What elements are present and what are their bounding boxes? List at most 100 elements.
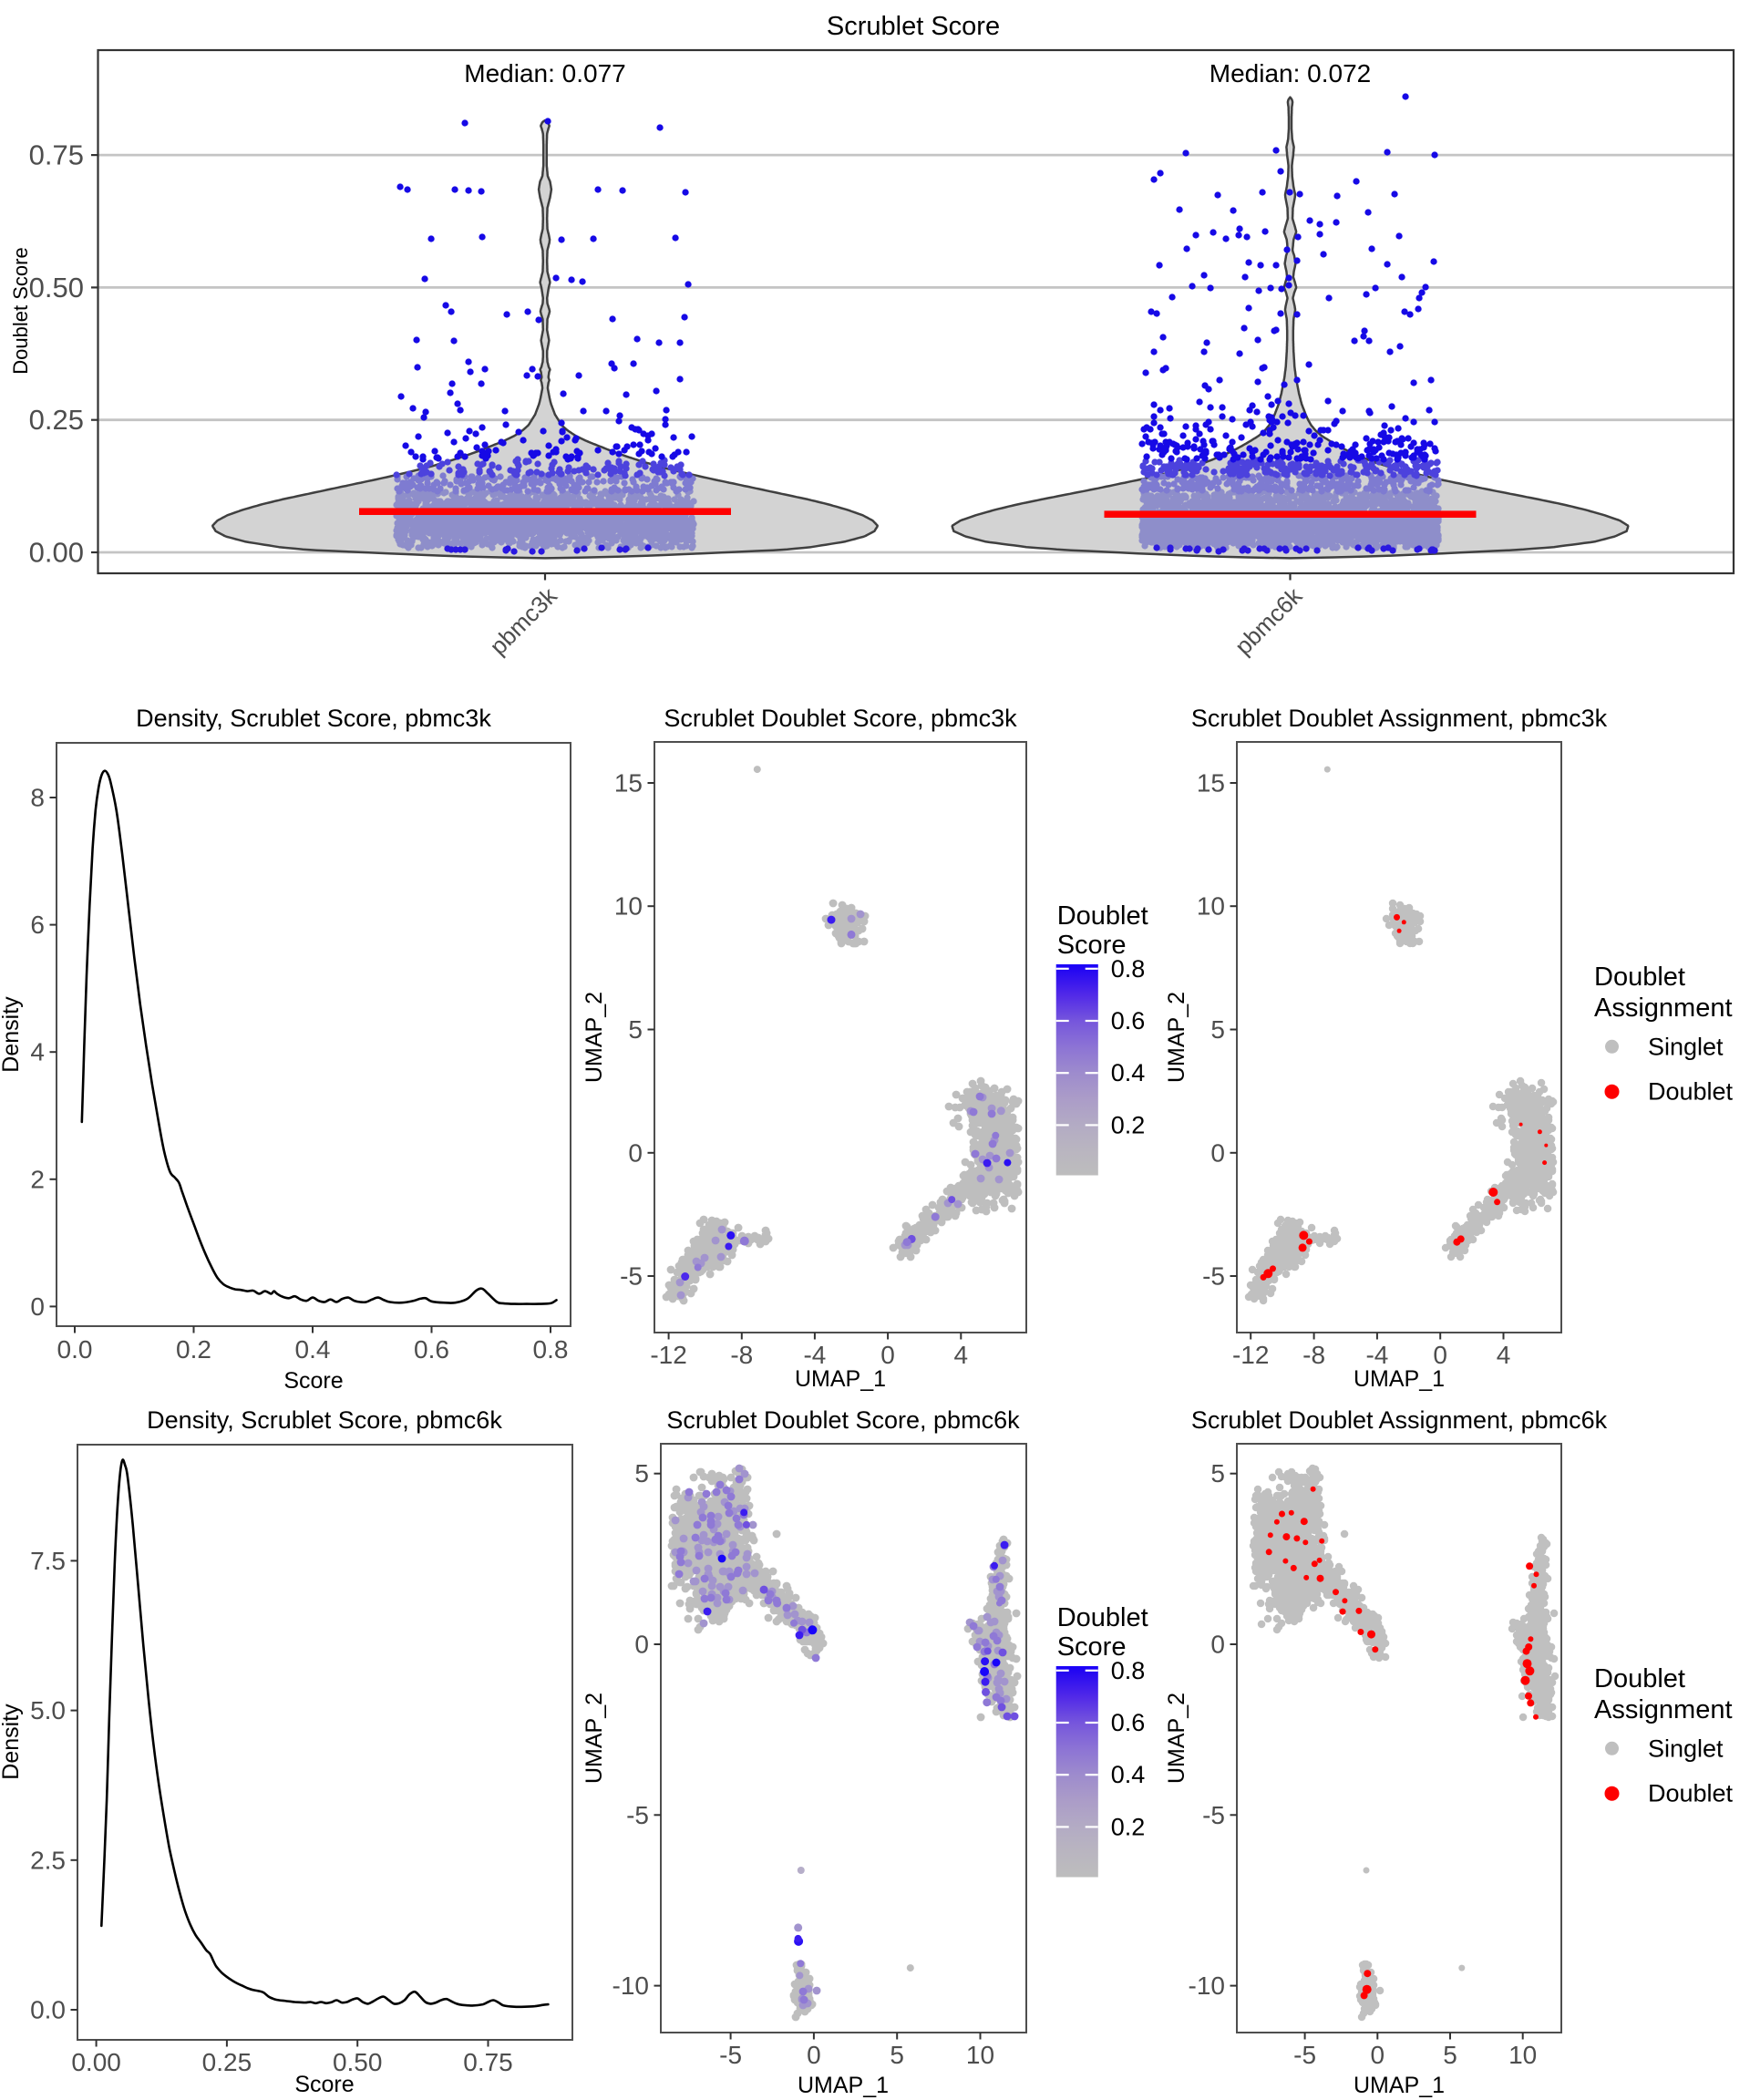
svg-text:0.2: 0.2 — [1111, 1111, 1146, 1138]
svg-text:Scrublet Doublet Assignment, p: Scrublet Doublet Assignment, pbmc3k — [1191, 705, 1608, 732]
svg-text:5: 5 — [1210, 1459, 1225, 1488]
svg-text:15: 15 — [1197, 769, 1225, 798]
svg-text:Scrublet Doublet Score, pbmc3k: Scrublet Doublet Score, pbmc3k — [664, 705, 1017, 732]
svg-text:UMAP_1: UMAP_1 — [798, 2073, 889, 2098]
svg-text:Doublet: Doublet — [1057, 1603, 1148, 1632]
svg-text:UMAP_2: UMAP_2 — [1164, 992, 1189, 1083]
svg-text:Density: Density — [0, 1704, 24, 1780]
svg-text:0.8: 0.8 — [533, 1335, 569, 1364]
svg-text:Doublet: Doublet — [1648, 1078, 1734, 1106]
svg-text:0.4: 0.4 — [1111, 1059, 1146, 1086]
svg-text:0.2: 0.2 — [1111, 1813, 1146, 1840]
svg-text:UMAP_2: UMAP_2 — [1164, 1693, 1189, 1784]
svg-text:8: 8 — [30, 784, 45, 812]
svg-text:UMAP_1: UMAP_1 — [1354, 1366, 1445, 1392]
svg-text:5: 5 — [1443, 2041, 1457, 2069]
svg-text:0.4: 0.4 — [295, 1335, 331, 1364]
svg-text:10: 10 — [1197, 892, 1225, 921]
svg-text:Assignment: Assignment — [1594, 993, 1733, 1023]
svg-text:0.4: 0.4 — [1111, 1761, 1146, 1788]
svg-text:5: 5 — [634, 1459, 649, 1488]
svg-text:Doublet: Doublet — [1594, 1664, 1685, 1693]
svg-text:-5: -5 — [719, 2041, 742, 2069]
svg-text:Median: 0.077: Median: 0.077 — [464, 59, 625, 88]
svg-text:Score: Score — [283, 1368, 343, 1394]
svg-text:15: 15 — [614, 769, 643, 798]
svg-text:0.8: 0.8 — [1111, 955, 1146, 983]
svg-text:UMAP_1: UMAP_1 — [1354, 2073, 1445, 2098]
svg-text:Singlet: Singlet — [1648, 1735, 1724, 1762]
svg-text:10: 10 — [614, 892, 643, 921]
svg-text:2.5: 2.5 — [30, 1846, 66, 1874]
svg-text:4: 4 — [30, 1038, 45, 1066]
svg-text:Singlet: Singlet — [1648, 1033, 1724, 1060]
svg-text:UMAP_1: UMAP_1 — [795, 1366, 886, 1392]
svg-text:0.00: 0.00 — [71, 2048, 121, 2076]
svg-text:Doublet Score: Doublet Score — [9, 247, 32, 374]
svg-text:-8: -8 — [1302, 1341, 1325, 1369]
svg-text:Assignment: Assignment — [1594, 1695, 1733, 1724]
svg-text:0: 0 — [807, 2041, 821, 2069]
svg-text:5: 5 — [1210, 1015, 1225, 1044]
svg-text:Density, Scrublet Score, pbmc6: Density, Scrublet Score, pbmc6k — [147, 1406, 502, 1434]
svg-text:0: 0 — [1210, 1138, 1225, 1167]
svg-text:-4: -4 — [1365, 1341, 1388, 1369]
svg-text:6: 6 — [30, 911, 45, 939]
svg-text:-12: -12 — [1232, 1341, 1269, 1369]
svg-text:-12: -12 — [650, 1341, 686, 1369]
svg-text:0: 0 — [628, 1138, 643, 1167]
svg-text:0.6: 0.6 — [1111, 1007, 1146, 1035]
svg-text:0.50: 0.50 — [29, 272, 84, 304]
svg-text:4: 4 — [954, 1341, 969, 1369]
svg-text:0: 0 — [30, 1292, 45, 1321]
svg-text:-10: -10 — [612, 1971, 649, 2000]
svg-text:-5: -5 — [1293, 2041, 1316, 2069]
svg-text:0.2: 0.2 — [176, 1335, 211, 1364]
svg-text:-4: -4 — [803, 1341, 826, 1369]
svg-text:2: 2 — [30, 1165, 45, 1193]
svg-text:7.5: 7.5 — [30, 1547, 66, 1575]
svg-text:10: 10 — [1508, 2041, 1537, 2069]
svg-text:5: 5 — [890, 2041, 904, 2069]
svg-text:4: 4 — [1497, 1341, 1511, 1369]
svg-text:10: 10 — [966, 2041, 994, 2069]
svg-text:Doublet: Doublet — [1057, 901, 1148, 931]
svg-text:-5: -5 — [1202, 1262, 1225, 1291]
svg-text:Score: Score — [1057, 931, 1127, 960]
svg-text:Density: Density — [0, 996, 24, 1073]
svg-text:0.0: 0.0 — [30, 1996, 66, 2024]
svg-text:0: 0 — [1371, 2041, 1385, 2069]
svg-text:0.0: 0.0 — [57, 1335, 93, 1364]
svg-text:0: 0 — [634, 1631, 649, 1659]
svg-text:0.00: 0.00 — [29, 537, 84, 569]
svg-text:5: 5 — [628, 1015, 643, 1044]
svg-text:5.0: 5.0 — [30, 1696, 66, 1724]
svg-text:Score: Score — [1057, 1632, 1127, 1662]
svg-text:0.75: 0.75 — [463, 2048, 513, 2076]
svg-text:Scrublet Score: Scrublet Score — [827, 12, 1000, 41]
svg-text:UMAP_2: UMAP_2 — [582, 992, 607, 1083]
svg-text:0.25: 0.25 — [202, 2048, 252, 2076]
svg-text:Scrublet Doublet Assignment, p: Scrublet Doublet Assignment, pbmc6k — [1191, 1406, 1608, 1434]
svg-text:Doublet: Doublet — [1594, 962, 1685, 992]
svg-text:Scrublet Doublet Score, pbmc6k: Scrublet Doublet Score, pbmc6k — [666, 1406, 1020, 1434]
svg-text:0: 0 — [880, 1341, 895, 1369]
svg-text:0.50: 0.50 — [333, 2048, 383, 2076]
svg-text:Score: Score — [294, 2072, 354, 2097]
svg-text:0.6: 0.6 — [1111, 1709, 1146, 1736]
svg-text:Density, Scrublet Score, pbmc3: Density, Scrublet Score, pbmc3k — [136, 705, 491, 732]
svg-text:-5: -5 — [1202, 1801, 1225, 1829]
svg-text:0.75: 0.75 — [29, 139, 84, 171]
svg-text:-5: -5 — [626, 1801, 649, 1829]
svg-text:0.6: 0.6 — [414, 1335, 449, 1364]
svg-text:0: 0 — [1433, 1341, 1447, 1369]
svg-text:UMAP_2: UMAP_2 — [582, 1693, 607, 1784]
svg-text:Median: 0.072: Median: 0.072 — [1210, 59, 1371, 88]
svg-text:-10: -10 — [1189, 1971, 1225, 2000]
svg-text:-5: -5 — [620, 1262, 643, 1291]
svg-text:-8: -8 — [730, 1341, 753, 1369]
svg-text:Doublet: Doublet — [1648, 1780, 1734, 1807]
svg-text:0.25: 0.25 — [29, 404, 84, 436]
svg-text:0.8: 0.8 — [1111, 1657, 1146, 1684]
svg-text:0: 0 — [1210, 1631, 1225, 1659]
